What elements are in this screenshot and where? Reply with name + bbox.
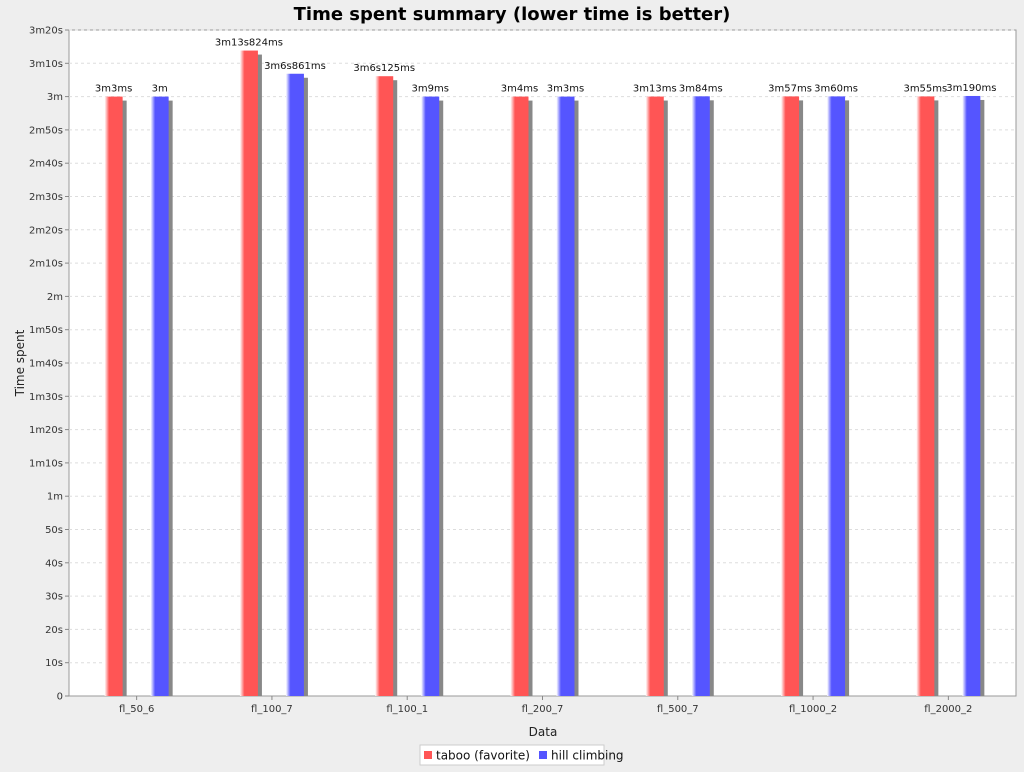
y-tick-label: 2m [47,292,63,303]
bar [645,96,664,697]
data-label: 3m3ms [95,84,132,95]
y-tick-label: 40s [45,558,63,569]
y-tick-label: 2m40s [29,159,63,170]
bar [285,73,304,696]
y-tick-label: 3m20s [29,26,63,37]
data-label: 3m60ms [814,83,858,94]
bar [691,96,710,696]
bar [104,96,123,696]
y-tick-label: 3m [47,92,63,103]
y-tick-label: 2m30s [29,192,63,203]
y-axis-ticks: 0 10s 20s 30s 40s 50s 1m 1m10s 1m20s 1m30s 1m40s 1m… [29,26,69,703]
x-tick-label: fl_200_7 [522,704,564,715]
y-tick-label: 2m50s [29,125,63,136]
legend-box [419,744,605,766]
y-tick-label: 1m30s [29,392,63,403]
legend-swatch [539,751,547,759]
y-tick-label: 30s [45,592,63,603]
x-tick-label: fl_2000_2 [924,704,972,715]
data-label: 3m6s125ms [353,63,415,74]
data-label: 3m4ms [501,84,538,95]
y-tick-label: 0 [57,692,63,703]
data-label: 3m55ms [903,83,947,94]
x-tick-label: fl_100_7 [251,704,293,715]
bar [150,96,169,697]
data-label: 3m6s861ms [264,61,326,72]
chart-title: Time spent summary (lower time is better… [294,4,731,25]
y-tick-label: 10s [45,658,63,669]
x-axis-ticks: fl_50_6 fl_100_7 fl_100_1 fl_200_7 fl_500_7 f… [119,696,972,715]
x-tick-label: fl_50_6 [119,704,154,715]
y-tick-label: 1m [47,492,63,503]
data-label: 3m3ms [547,84,584,95]
y-axis-label: Time spent [13,329,27,397]
x-tick-label: fl_100_1 [386,704,428,715]
bar [510,96,529,697]
y-tick-label: 1m40s [29,359,63,370]
data-label: 3m57ms [768,83,812,94]
data-label: 3m [152,84,168,95]
y-tick-label: 2m20s [29,225,63,236]
y-tick-label: 2m10s [29,259,63,270]
data-label: 3m13s824ms [215,38,283,49]
bar [781,96,800,697]
bar [239,50,258,696]
y-tick-label: 1m10s [29,458,63,469]
bar [421,96,440,697]
y-tick-label: 20s [45,625,63,636]
data-labels: 3m3ms 3m 3m13s824ms 3m6s861ms 3m6s125ms 3m9ms… [95,38,997,95]
data-label: 3m84ms [679,83,723,94]
bar [375,76,394,697]
bar [962,95,981,697]
bar [827,96,846,696]
data-label: 3m190ms [946,83,996,94]
x-tick-label: fl_1000_2 [789,704,837,715]
y-tick-label: 3m10s [29,59,63,70]
x-axis-label: Data [529,725,558,739]
x-tick-label: fl_500_7 [657,704,699,715]
bar [556,96,575,696]
data-label: 3m9ms [412,84,449,95]
legend-entry: taboo (favorite) [436,749,530,763]
legend-entry: hill climbing [551,749,624,763]
bars [104,50,985,697]
grid-lines [69,29,1016,664]
data-label: 3m13ms [633,84,677,95]
y-tick-label: 50s [45,525,63,536]
y-tick-label: 1m20s [29,425,63,436]
legend-swatch [424,751,432,759]
y-tick-label: 1m50s [29,325,63,336]
legend: taboo (favorite) hill climbing [419,744,624,766]
bar [916,96,935,696]
